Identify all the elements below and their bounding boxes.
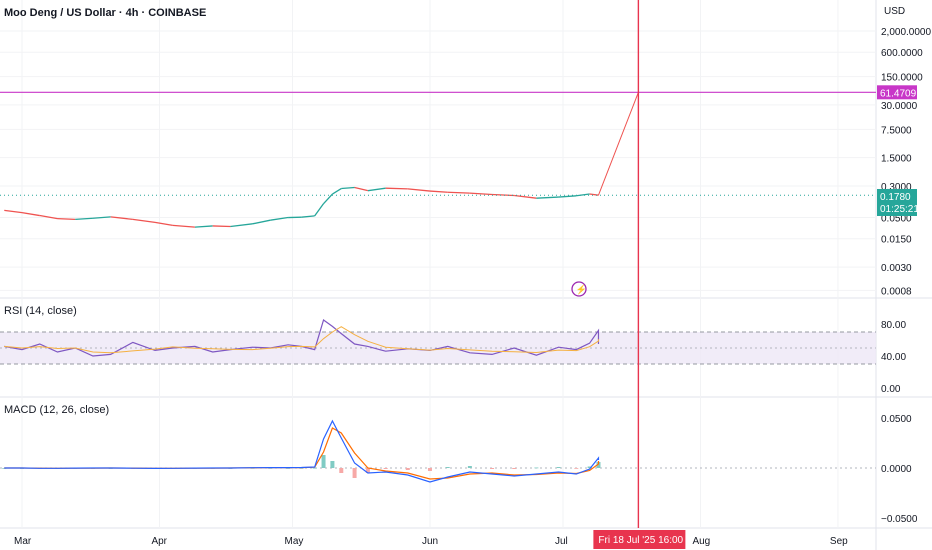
price-tick-label: 0.0500 [881,214,912,225]
macd-histogram-bar [512,468,517,469]
time-tick-label: Aug [692,536,710,547]
macd-histogram-bar [427,468,432,471]
price-tick-label: 0.3000 [881,182,912,193]
time-tick-label: Mar [14,536,32,547]
price-segment [110,216,133,221]
price-segment [407,188,431,192]
last-price-label: 0.1780 [880,192,911,203]
price-segment [447,191,470,194]
macd-histogram-bar [299,467,304,469]
macd-histogram-bar [490,468,495,469]
macd-histogram-bar [352,468,357,478]
price-segment [429,190,448,193]
macd-histogram-bar [312,467,317,469]
macd-histogram-bar [339,468,344,473]
price-segment [536,196,559,199]
macd-histogram-bar [534,467,539,469]
price-segment [301,215,315,218]
price-segment [39,214,58,220]
price-tick-label: 150.0000 [881,73,923,84]
price-segment [172,224,195,228]
price-segment [354,186,369,192]
macd-histogram-bar [574,468,579,469]
macd-tick-label: −0.0500 [881,514,918,525]
macd-histogram-bar [596,467,601,468]
price-tick-label: 0.0150 [881,235,912,246]
lightning-icon [571,281,587,297]
time-tick-label: May [285,536,304,547]
last-price-tag [877,189,917,216]
price-segment [154,221,173,227]
price-segment [230,223,253,228]
time-tick-label: Apr [151,536,167,547]
rsi-line [4,319,600,357]
price-segment [212,225,231,228]
macd-tick-label: 0.0000 [881,464,912,475]
macd-histogram-bar [596,462,601,468]
macd-histogram-bar [321,455,326,468]
level-label-box [877,85,917,100]
rsi-tick-label: 80.00 [881,320,906,331]
rsi-ma-line [4,326,599,354]
projection-line [598,92,639,196]
price-segment [332,187,342,195]
macd-histogram-bar [556,467,561,468]
price-segment [367,187,386,192]
price-tick-label: 0.0030 [881,263,912,274]
lightning-icon-glyph: ⚡ [576,284,587,296]
macd-signal-line [4,427,600,480]
price-segment [270,216,289,221]
time-tick-label: Sep [830,536,848,547]
price-segment [57,217,76,221]
price-segment [385,187,408,190]
rsi-title: RSI (14, close) [4,305,77,317]
macd-histogram-bar [330,461,335,468]
level-label: 61.4709 [880,88,917,99]
price-segment [132,218,156,224]
macd-histogram-bar [467,466,472,468]
crosshair-date-box [593,530,686,549]
rsi-tick-label: 0.00 [881,384,901,395]
price-segment [75,217,93,221]
time-tick-label: Jul [555,536,568,547]
price-segment [314,203,325,217]
price-segment [194,225,213,228]
macd-histogram-bar [2,468,7,469]
price-segment [341,186,355,190]
price-segment [558,195,577,198]
price-tick-label: 600.0000 [881,48,923,59]
price-tick-label: 2,000.0000 [881,27,931,38]
macd-histogram-bar [365,468,370,473]
price-segment [4,209,23,214]
macd-title: MACD (12, 26, close) [4,404,110,416]
price-tick-label: 30.0000 [881,101,918,112]
price-tick-label: 1.5000 [881,154,912,165]
rsi-tick-label: 40.00 [881,352,906,363]
countdown-label: 01:25:21 [880,204,919,215]
price-segment [469,192,493,196]
time-tick-label: Jun [422,536,438,547]
price-segment [92,216,111,219]
price-segment [492,193,515,197]
macd-line [4,419,600,483]
price-tick-label: 7.5000 [881,125,912,136]
currency-label[interactable]: USD [884,6,906,17]
macd-histogram-bar [286,468,291,469]
macd-histogram-bar [383,468,388,469]
price-segment [323,193,333,205]
price-segment [252,219,271,225]
macd-histogram-bar [405,468,410,470]
price-segment [576,193,590,197]
price-segment [514,194,537,199]
macd-tick-label: 0.0500 [881,414,912,425]
price-segment [589,193,599,196]
macd-histogram-bar [445,467,450,468]
crosshair-date-label: Fri 18 Jul '25 16:00 [598,535,683,546]
macd-histogram-bar [587,466,592,468]
price-segment [21,212,40,217]
price-tick-label: 0.0008 [881,286,912,297]
main-chart-title: Moo Deng / US Dollar · 4h · COINBASE [4,7,207,19]
